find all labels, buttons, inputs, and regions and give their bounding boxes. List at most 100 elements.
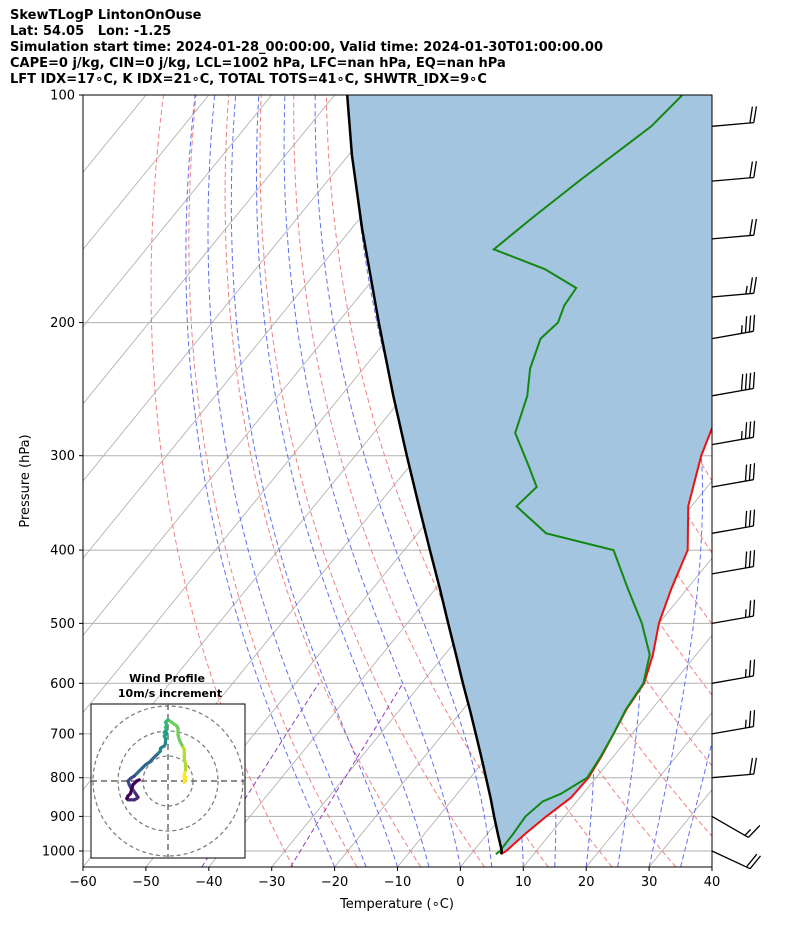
barb-flag xyxy=(748,550,752,568)
wind-barb xyxy=(711,106,758,127)
barb-flag xyxy=(752,420,756,438)
barb-flag xyxy=(747,825,761,838)
chart-header: SkewTLogP LintonOnOuse Lat: 54.05 Lon: -… xyxy=(10,8,603,88)
dry-adiabat xyxy=(717,95,794,867)
axis-ticks: −60 −50 −40 −30 −20 −10 0 10 20 30 40 100 200 300 400 5… xyxy=(42,89,720,891)
dry-adiabat xyxy=(188,95,358,867)
x-tick-label: −20 xyxy=(321,875,348,890)
barb-flag xyxy=(748,510,752,527)
isotherm-line xyxy=(83,95,273,328)
x-axis-label: Temperature (∘C) xyxy=(339,897,454,912)
barb-flag xyxy=(748,600,752,617)
barb-half-flag xyxy=(744,829,752,836)
barb-half-flag xyxy=(744,719,747,729)
moist-adiabat xyxy=(230,95,398,867)
wind-barb xyxy=(711,372,756,397)
x-tick-label: 10 xyxy=(515,875,532,890)
barb-flag xyxy=(752,599,756,617)
y-tick-label: 600 xyxy=(50,677,75,692)
y-tick-label: 400 xyxy=(50,544,75,559)
profile-lines xyxy=(345,95,712,856)
barb-flag xyxy=(744,510,748,528)
parcel-line xyxy=(345,95,504,855)
barb-staff xyxy=(711,436,754,446)
barb-flag xyxy=(752,550,756,567)
cape-cin-shading xyxy=(347,95,712,855)
x-tick-label: 30 xyxy=(641,875,658,890)
indices-line-1: CAPE=0 j/kg, CIN=0 j/kg, LCL=1002 hPa, L… xyxy=(10,56,506,71)
barb-staff xyxy=(711,176,754,182)
x-tick-label: −40 xyxy=(195,875,222,890)
isotherm-line xyxy=(83,95,398,482)
barb-flag xyxy=(749,277,754,294)
barb-flag xyxy=(752,659,756,677)
barb-staff xyxy=(711,773,754,779)
isotherm-line xyxy=(83,95,461,559)
barb-flag xyxy=(748,315,752,333)
chart-title: SkewTLogP LintonOnOuse xyxy=(10,8,202,23)
moist-adiabat xyxy=(711,865,712,867)
y-tick-label: 1000 xyxy=(42,845,75,860)
hodograph-title: Wind Profile xyxy=(129,672,205,685)
barb-flag xyxy=(748,463,752,481)
y-tick-label: 100 xyxy=(50,89,75,104)
barb-flag xyxy=(744,422,748,439)
dry-adiabat xyxy=(783,95,794,867)
barb-staff xyxy=(711,121,754,127)
mixing-ratio-line xyxy=(290,683,404,867)
wind-barb xyxy=(711,509,756,534)
wind-barb xyxy=(711,218,758,240)
barb-staff xyxy=(711,850,751,870)
barb-staff xyxy=(711,479,754,488)
barb-half-flag xyxy=(740,325,743,334)
isotherm-line xyxy=(585,711,712,867)
wind-barb xyxy=(711,659,756,684)
y-tick-label: 700 xyxy=(50,727,75,742)
y-tick-label: 500 xyxy=(50,617,75,632)
wind-barb xyxy=(711,757,758,779)
location-line: Lat: 54.05 Lon: -1.25 xyxy=(10,24,172,39)
barb-staff xyxy=(711,815,749,838)
barb-staff xyxy=(711,292,754,298)
dry-adiabat xyxy=(259,95,485,867)
barb-flag xyxy=(753,218,758,236)
isotherm-line xyxy=(522,634,712,867)
cin-shaded-area xyxy=(347,95,712,855)
hodograph-subtitle: 10m/s increment xyxy=(118,687,222,700)
dry-adiabat xyxy=(750,95,794,867)
isotherm-line xyxy=(83,95,335,405)
wind-barb xyxy=(711,599,756,625)
isotherm-line xyxy=(711,866,712,867)
y-tick-label: 200 xyxy=(50,316,75,331)
barb-flag xyxy=(753,276,758,294)
dry-adiabat xyxy=(293,95,549,867)
y-axis-label: Pressure (hPa) xyxy=(18,434,33,527)
barb-staff xyxy=(711,387,754,397)
barb-flag xyxy=(748,710,752,728)
x-tick-label: 0 xyxy=(456,875,464,890)
moist-adiabat xyxy=(207,95,367,867)
barb-staff xyxy=(711,725,754,735)
x-tick-label: −30 xyxy=(258,875,285,890)
barb-flag xyxy=(748,372,752,390)
barb-flag xyxy=(748,421,752,439)
indices-line-2: LFT IDX=17∘C, K IDX=21∘C, TOTAL TOTS=41∘… xyxy=(10,72,487,87)
moist-adiabat xyxy=(185,95,336,867)
barb-flag xyxy=(752,710,756,727)
barb-half-flag xyxy=(740,431,743,440)
barb-flag xyxy=(748,660,752,677)
barb-flag xyxy=(752,314,756,332)
barb-flag xyxy=(752,509,756,527)
wind-barb xyxy=(711,850,762,870)
x-tick-label: −50 xyxy=(132,875,159,890)
barb-half-flag xyxy=(744,669,747,678)
wind-barb xyxy=(711,420,756,446)
x-tick-label: −60 xyxy=(69,875,96,890)
barb-flag xyxy=(740,374,744,391)
x-tick-label: 20 xyxy=(578,875,595,890)
wind-barb xyxy=(711,161,758,182)
x-tick-label: −10 xyxy=(384,875,411,890)
barb-flag xyxy=(744,373,748,390)
barb-flag xyxy=(753,757,758,775)
